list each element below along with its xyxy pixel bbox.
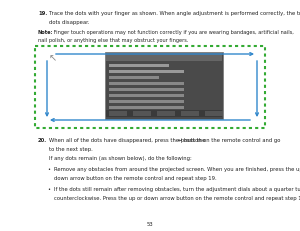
Bar [109, 83, 184, 86]
Text: dots disappear.: dots disappear. [49, 20, 89, 25]
Text: counterclockwise. Press the up or down arrow button on the remote control and re: counterclockwise. Press the up or down a… [54, 195, 300, 200]
Text: •: • [47, 166, 50, 171]
Bar [109, 89, 184, 92]
Bar [109, 65, 169, 68]
Text: ↵: ↵ [178, 137, 183, 142]
Text: down arrow button on the remote control and repeat step 19.: down arrow button on the remote control … [54, 175, 217, 180]
Text: Finger touch operations may not function correctly if you are wearing bandages, : Finger touch operations may not function… [52, 30, 294, 35]
Bar [109, 94, 184, 97]
Bar [106, 110, 222, 118]
Text: button on the remote control and go: button on the remote control and go [184, 137, 280, 142]
Bar [109, 112, 127, 116]
Text: 19.: 19. [38, 11, 47, 16]
Text: When all of the dots have disappeared, press the press the: When all of the dots have disappeared, p… [49, 137, 206, 142]
Bar [133, 112, 151, 116]
Bar [105, 53, 223, 119]
Text: If any dots remain (as shown below), do the following:: If any dots remain (as shown below), do … [49, 155, 192, 160]
Bar [157, 112, 175, 116]
Text: ↖: ↖ [49, 53, 57, 63]
Text: Remove any obstacles from around the projected screen. When you are finished, pr: Remove any obstacles from around the pro… [54, 166, 300, 171]
Bar [181, 112, 199, 116]
Text: •: • [47, 186, 50, 191]
Bar [35, 47, 265, 128]
Text: 53: 53 [147, 221, 153, 226]
Bar [205, 112, 223, 116]
Text: Note:: Note: [38, 30, 53, 35]
Text: to the next step.: to the next step. [49, 146, 93, 151]
Bar [35, 47, 265, 128]
Text: If the dots still remain after removing obstacles, turn the adjustment dials abo: If the dots still remain after removing … [54, 186, 300, 191]
Text: 20.: 20. [38, 137, 47, 142]
Bar [109, 106, 184, 109]
Bar [109, 71, 184, 74]
Bar [109, 77, 159, 80]
Text: nail polish, or anything else that may obstruct your fingers.: nail polish, or anything else that may o… [38, 38, 188, 43]
Bar [106, 54, 222, 62]
Bar [109, 100, 184, 103]
Text: Trace the dots with your finger as shown. When angle adjustment is performed cor: Trace the dots with your finger as shown… [49, 11, 300, 16]
